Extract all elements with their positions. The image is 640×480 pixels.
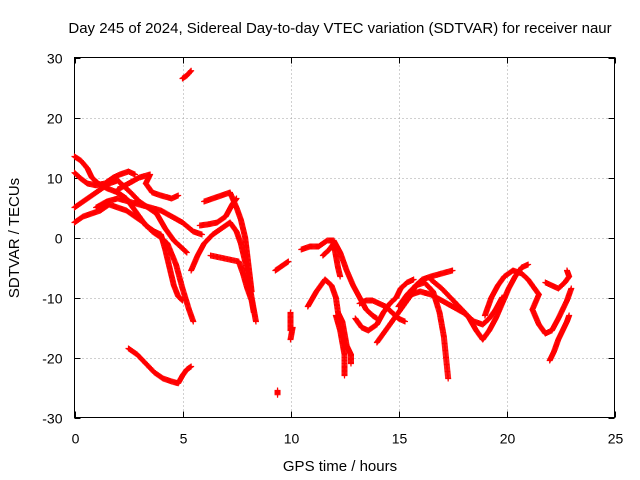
x-tick-label: 0 [72, 431, 80, 447]
data-point [252, 318, 259, 325]
data-point [401, 318, 408, 325]
data-point [410, 276, 417, 283]
series-arc-15 [287, 309, 296, 343]
series-arc-25 [427, 261, 532, 343]
chart-title: Day 245 of 2024, Sidereal Day-to-day VTE… [68, 20, 611, 37]
series-arc-05 [93, 195, 205, 238]
series-arc-10 [201, 189, 255, 295]
y-tick-label: 10 [47, 171, 63, 187]
series-arc-18 [319, 240, 344, 280]
data-point [131, 171, 138, 178]
series-arc-14 [274, 387, 281, 398]
series-arc-17 [304, 276, 354, 367]
series-arc-07 [125, 345, 195, 387]
x-tick-label: 10 [284, 431, 300, 447]
x-tick-label: 25 [608, 431, 624, 447]
data-point [175, 192, 182, 199]
data-point [568, 285, 575, 292]
y-tick-label: -20 [42, 351, 62, 367]
data-point [449, 267, 456, 274]
y-tick-label: 20 [47, 111, 63, 127]
data-point [183, 249, 190, 256]
axis-ticks: 0 5 10 15 20 25 -30 -20 -10 0 10 20 30 [42, 51, 623, 447]
data-point [190, 318, 197, 325]
series-arc-23 [395, 279, 452, 382]
data-points [71, 67, 575, 398]
data-point [347, 360, 354, 367]
x-tick-label: 20 [500, 431, 516, 447]
data-point [445, 375, 452, 382]
y-tick-label: 30 [47, 51, 63, 67]
y-tick-label: -30 [42, 411, 62, 427]
data-point [198, 231, 205, 238]
series-arc-08 [179, 67, 195, 82]
data-point [285, 258, 292, 265]
data-point [341, 372, 348, 379]
plot-frame [74, 57, 615, 418]
series-arc-13 [272, 258, 292, 274]
data-point [232, 196, 239, 203]
data-point [287, 336, 294, 343]
series-arc-20 [352, 276, 417, 334]
y-tick-label: 0 [55, 231, 63, 247]
data-point [187, 68, 194, 75]
series-arc-06 [114, 171, 182, 202]
series-arc-26 [481, 267, 575, 337]
series-arc-27 [546, 312, 573, 364]
data-point [274, 391, 281, 398]
y-tick-label: -10 [42, 291, 62, 307]
x-tick-label: 15 [392, 431, 408, 447]
series-arc-11 [196, 195, 240, 229]
x-tick-label: 5 [180, 431, 188, 447]
data-point [563, 267, 570, 274]
series-arc-02 [71, 168, 138, 189]
series-arc-01 [71, 153, 186, 304]
series-arc-28 [542, 267, 573, 292]
data-point [337, 273, 344, 280]
series-arc-19 [332, 312, 348, 379]
x-axis-label: GPS time / hours [283, 458, 397, 475]
data-point [233, 195, 240, 202]
data-point [188, 363, 195, 370]
grid-layer [74, 57, 615, 418]
data-point [566, 312, 573, 319]
data-point [183, 248, 190, 255]
series-arc-04 [71, 201, 197, 325]
y-axis-label: SDTVAR / TECUs [6, 178, 23, 298]
data-point [188, 67, 195, 74]
data-point [525, 261, 532, 268]
series-arc-12 [207, 252, 257, 316]
data-point [250, 309, 257, 316]
